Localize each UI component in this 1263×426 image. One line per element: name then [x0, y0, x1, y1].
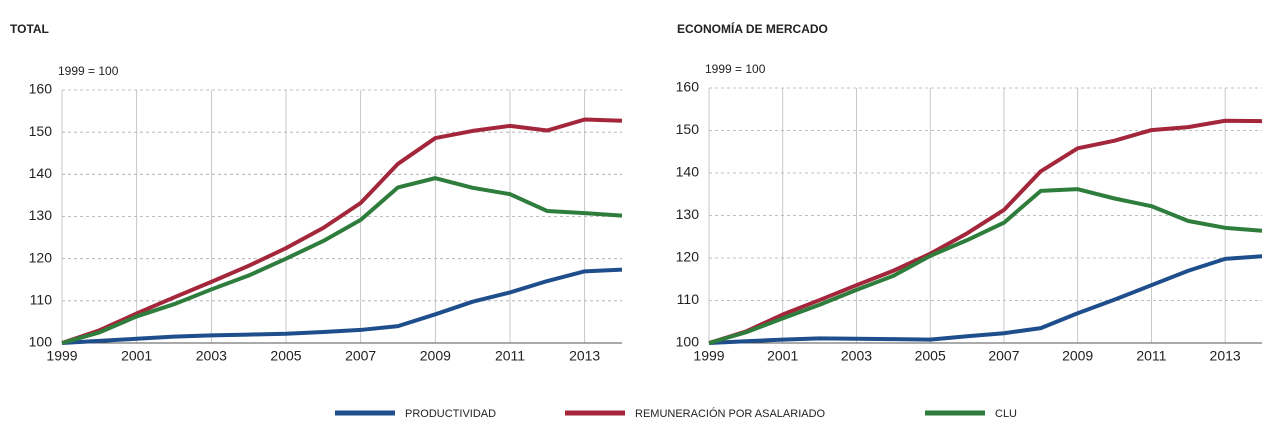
y-tick-label: 160: [676, 79, 700, 95]
chart-title: TOTAL: [10, 22, 49, 36]
x-tick-label: 2009: [420, 348, 451, 364]
y-tick-label: 120: [29, 249, 53, 265]
y-tick-label: 160: [29, 81, 53, 97]
y-tick-label: 150: [29, 123, 53, 139]
line-series: [708, 254, 1263, 345]
y-tick-label: 110: [30, 292, 53, 308]
y-tick-label: 140: [29, 165, 53, 181]
y-tick-label: 150: [676, 121, 700, 137]
y-tick-label: 110: [677, 291, 700, 307]
legend-label: REMUNERACIÓN POR ASALARIADO: [635, 407, 826, 420]
x-tick-label: 2013: [569, 348, 600, 364]
x-tick-label: 2003: [841, 348, 872, 364]
y-tick-label: 100: [29, 334, 53, 350]
chart-title: ECONOMÍA DE MERCADO: [677, 21, 828, 36]
x-tick-label: 2007: [345, 348, 376, 364]
x-tick-label: 2005: [270, 348, 301, 364]
x-tick-label: 2003: [196, 348, 227, 364]
legend-label: PRODUCTIVIDAD: [405, 408, 496, 420]
line-series: [61, 267, 623, 345]
x-tick-label: 2001: [121, 348, 152, 364]
x-tick-label: 2011: [1136, 348, 1166, 364]
y-tick-label: 140: [676, 164, 700, 180]
x-tick-label: 2013: [1210, 348, 1241, 364]
x-tick-label: 2001: [767, 348, 798, 364]
x-tick-label: 1999: [693, 348, 724, 364]
line-series: [61, 176, 623, 345]
x-tick-label: 2007: [988, 348, 1019, 364]
x-tick-label: 2011: [495, 348, 525, 364]
y-axis-label: 1999 = 100: [58, 64, 119, 78]
x-tick-label: 1999: [46, 348, 77, 364]
y-tick-label: 130: [676, 206, 700, 222]
x-tick-label: 2005: [915, 348, 946, 364]
line-series: [708, 118, 1263, 345]
x-tick-label: 2009: [1062, 348, 1093, 364]
y-tick-label: 120: [676, 249, 700, 265]
line-series: [708, 187, 1263, 345]
y-axis-label: 1999 = 100: [705, 62, 766, 76]
y-tick-label: 100: [676, 334, 700, 350]
legend-label: CLU: [995, 408, 1017, 420]
line-series: [61, 117, 623, 345]
y-tick-label: 130: [29, 207, 53, 223]
